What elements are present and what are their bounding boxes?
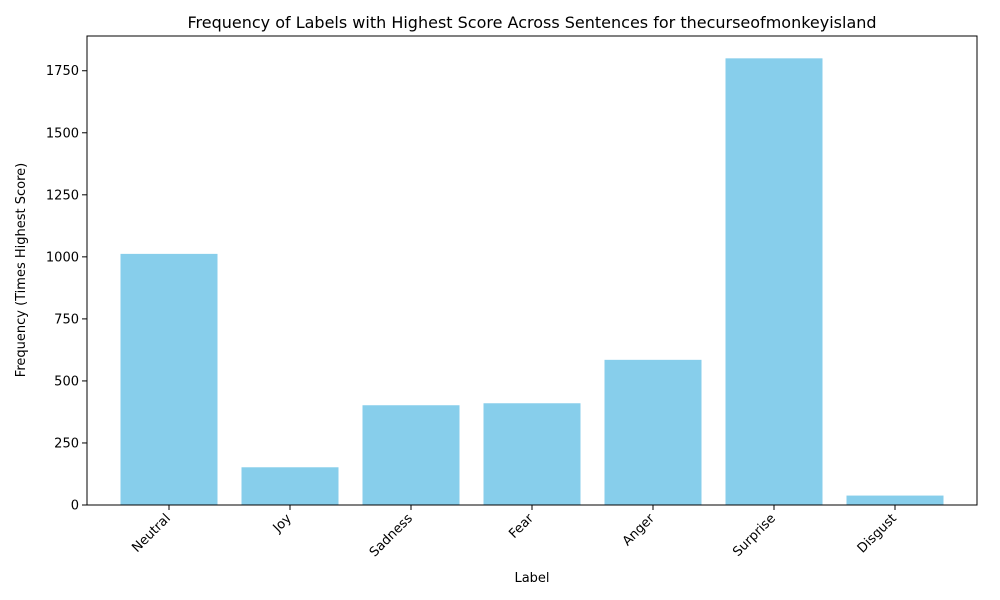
x-tick-label-neutral: Neutral <box>129 511 174 556</box>
y-axis-label: Frequency (Times Highest Score) <box>14 163 29 377</box>
bar-joy <box>241 467 339 505</box>
y-tick-label: 500 <box>54 374 79 389</box>
y-tick-label: 250 <box>54 436 79 451</box>
x-tick-label-surprise: Surprise <box>730 511 779 560</box>
x-axis: Neutral Joy Sadness Fear Anger Surprise Disgus… <box>129 505 900 560</box>
y-tick-label: 1750 <box>46 64 79 79</box>
x-tick-label-sadness: Sadness <box>367 511 416 560</box>
x-tick-label-disgust: Disgust <box>855 511 900 556</box>
bar-fear <box>483 403 581 505</box>
x-axis-label: Label <box>514 571 549 586</box>
bar-disgust <box>846 495 944 505</box>
bar-anger <box>604 359 702 505</box>
chart-title: Frequency of Labels with Highest Score A… <box>187 13 876 32</box>
y-axis: 0 250 500 750 1000 1250 1500 1750 <box>46 64 87 514</box>
bar-surprise <box>725 58 823 505</box>
y-tick-label: 750 <box>54 312 79 327</box>
x-tick-label-fear: Fear <box>506 511 537 542</box>
x-tick-label-joy: Joy <box>270 511 295 536</box>
y-tick-label: 1000 <box>46 250 79 265</box>
y-tick-label: 1250 <box>46 188 79 203</box>
bar-neutral <box>120 253 218 505</box>
bars-group <box>120 58 944 505</box>
plot-frame <box>86 35 978 506</box>
y-tick-label: 1500 <box>46 126 79 141</box>
bar-sadness <box>362 405 460 505</box>
y-tick-label: 0 <box>71 499 79 514</box>
x-tick-label-anger: Anger <box>620 511 658 549</box>
